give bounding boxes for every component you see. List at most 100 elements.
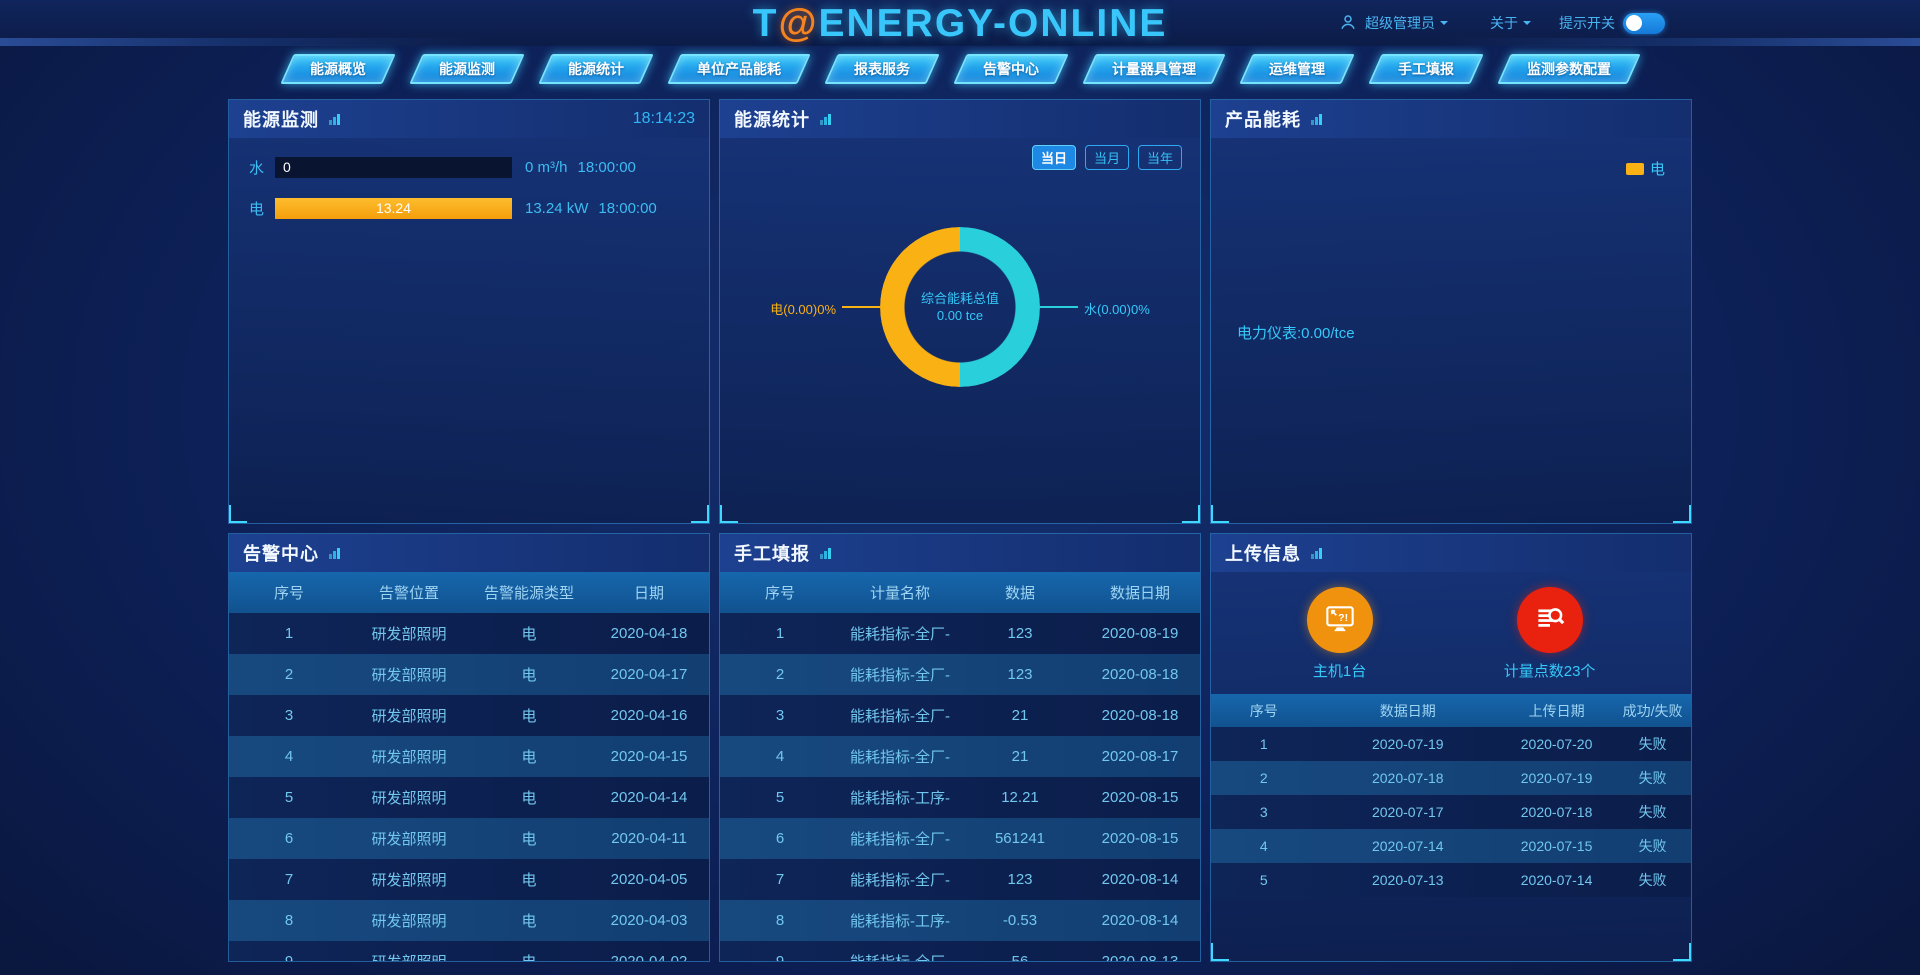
table-row: 5 2020-07-13 2020-07-14 失败 bbox=[1211, 863, 1691, 897]
nav-tab[interactable]: 告警中心 bbox=[952, 54, 1069, 84]
nav-tab-label: 能源统计 bbox=[567, 61, 624, 77]
cell-index: 6 bbox=[775, 830, 785, 847]
signal-bars-icon bbox=[819, 112, 833, 126]
cell-status: 失败 bbox=[1638, 872, 1667, 888]
cell-location: 研发部照明 bbox=[371, 749, 447, 766]
cell-meter-name: 能耗指标-全厂- bbox=[850, 626, 950, 643]
cell-upload-date: 2020-07-20 bbox=[1520, 736, 1593, 752]
table-row: 2 研发部照明 电 2020-04-17 bbox=[229, 654, 709, 695]
cell-energy-type: 电 bbox=[521, 790, 537, 807]
nav-tab[interactable]: 运维管理 bbox=[1238, 54, 1355, 84]
nav-tab-label: 计量器具管理 bbox=[1111, 61, 1196, 77]
cell-energy-type: 电 bbox=[521, 872, 537, 889]
panel-energy-stats: 能源统计 当日 当月 当年 综合能耗总值 0.00 tce 电(0.00)0% … bbox=[719, 99, 1201, 524]
table-row: 9 能耗指标-全厂- 56 2020-08-13 bbox=[720, 941, 1200, 962]
bar-fill bbox=[275, 198, 512, 219]
cell-index: 9 bbox=[284, 953, 294, 962]
cell-data-date: 2020-07-13 bbox=[1371, 872, 1444, 888]
host-count-label: 主机1台 bbox=[1312, 663, 1367, 680]
donut-chart bbox=[880, 227, 1040, 387]
donut-center-value: 0.00 tce bbox=[936, 308, 984, 323]
table-header-row: 序号 告警位置 告警能源类型 日期 bbox=[229, 572, 709, 613]
nav-tab-label: 运维管理 bbox=[1268, 61, 1325, 77]
range-tab-day[interactable]: 当日 bbox=[1031, 145, 1076, 170]
nav-tab[interactable]: 手工填报 bbox=[1367, 54, 1484, 84]
cell-index: 4 bbox=[284, 748, 294, 765]
about-menu[interactable]: 关于 bbox=[1490, 13, 1531, 33]
cell-upload-date: 2020-07-15 bbox=[1520, 838, 1593, 854]
signal-bars-icon bbox=[328, 112, 342, 126]
nav-tab-label: 能源监测 bbox=[438, 61, 495, 77]
tip-toggle-switch[interactable] bbox=[1623, 12, 1665, 34]
cell-index: 6 bbox=[284, 830, 294, 847]
host-monitor-icon: ?! bbox=[1306, 587, 1373, 653]
nav-tab-label: 能源概览 bbox=[309, 61, 366, 77]
column-header: 序号 bbox=[1249, 702, 1278, 719]
panel-energy-monitor: 能源监测 18:14:23 水 0 0 m³/h 18:00:00 电 13. bbox=[228, 99, 710, 524]
chart-legend[interactable]: 电 bbox=[1625, 158, 1665, 179]
top-header: T@ENERGY-ONLINE 超级管理员 关于 提示开关 bbox=[0, 0, 1920, 46]
range-tab-year[interactable]: 当年 bbox=[1137, 145, 1182, 170]
cell-meter-name: 能耗指标-全厂- bbox=[850, 667, 950, 684]
signal-bars-icon bbox=[1310, 112, 1324, 126]
logo-text-t: T bbox=[752, 2, 779, 45]
cell-energy-type: 电 bbox=[521, 749, 537, 766]
bar-track: 0 bbox=[275, 157, 512, 178]
panel-body: 水 0 0 m³/h 18:00:00 电 13.24 13.24 kW 18:… bbox=[229, 138, 709, 219]
cell-data-date: 2020-07-14 bbox=[1371, 838, 1444, 854]
logo-text-rest: ENERGY-ONLINE bbox=[818, 2, 1168, 45]
upload-stats: ?! 主机1台 bbox=[1211, 572, 1691, 694]
cell-energy-type: 电 bbox=[521, 913, 537, 930]
nav-tab[interactable]: 计量器具管理 bbox=[1081, 54, 1226, 84]
cell-meter-name: 能耗指标-全厂- bbox=[840, 951, 960, 961]
cell-index: 9 bbox=[775, 953, 785, 962]
donut-center-text: 综合能耗总值 0.00 tce bbox=[880, 227, 1040, 387]
nav-tab-label: 单位产品能耗 bbox=[696, 61, 781, 77]
pie-label-electric: 电(0.00)0% bbox=[770, 302, 836, 317]
meter-search-icon bbox=[1516, 587, 1583, 653]
cell-date: 2020-04-11 bbox=[611, 830, 687, 847]
bar-value-label: 13.24 bbox=[375, 200, 412, 216]
table-row: 6 研发部照明 电 2020-04-11 bbox=[229, 818, 709, 859]
nav-tab[interactable]: 报表服务 bbox=[823, 54, 940, 84]
nav-tab[interactable]: 单位产品能耗 bbox=[666, 54, 811, 84]
cell-index: 1 bbox=[1259, 736, 1268, 752]
cell-index: 2 bbox=[1259, 770, 1268, 786]
nav-tab[interactable]: 能源统计 bbox=[537, 54, 654, 84]
column-header: 上传日期 bbox=[1528, 702, 1585, 719]
pie-label-water: 水(0.00)0% bbox=[1084, 302, 1150, 317]
table-row: 9 研发部照明 电 2020-04-02 bbox=[229, 941, 709, 962]
cell-date: 2020-04-15 bbox=[610, 748, 688, 765]
user-menu[interactable]: 超级管理员 bbox=[1365, 13, 1448, 33]
chevron-down-icon bbox=[1523, 21, 1531, 29]
cell-index: 4 bbox=[1259, 838, 1268, 854]
meter-reading: 13.24 kW bbox=[525, 200, 589, 217]
cell-value: 21 bbox=[1011, 707, 1029, 724]
cell-value: -0.53 bbox=[1002, 912, 1038, 929]
cell-location: 研发部照明 bbox=[371, 790, 447, 807]
cell-value: 21 bbox=[1011, 748, 1029, 765]
cell-index: 7 bbox=[284, 871, 294, 888]
meter-time: 18:00:00 bbox=[598, 200, 657, 217]
topbar-actions: 超级管理员 关于 提示开关 bbox=[1339, 0, 1665, 46]
cell-upload-date: 2020-07-19 bbox=[1520, 770, 1593, 786]
svg-text:?!: ?! bbox=[1338, 612, 1348, 624]
cell-energy-type: 电 bbox=[521, 626, 537, 643]
nav-tab[interactable]: 监测参数配置 bbox=[1496, 54, 1641, 84]
user-icon bbox=[1339, 13, 1357, 34]
cell-index: 3 bbox=[284, 707, 294, 724]
column-header: 数据 bbox=[1004, 585, 1035, 602]
toggle-knob bbox=[1626, 15, 1642, 31]
nav-tab[interactable]: 能源监测 bbox=[408, 54, 525, 84]
table-row: 4 能耗指标-全厂- 21 2020-08-17 bbox=[720, 736, 1200, 777]
nav-tab-label: 手工填报 bbox=[1397, 61, 1454, 77]
cell-index: 5 bbox=[284, 789, 294, 806]
range-tab-month[interactable]: 当月 bbox=[1084, 145, 1129, 170]
column-header: 序号 bbox=[764, 585, 795, 602]
cell-status: 失败 bbox=[1638, 804, 1667, 820]
column-header: 数据日期 bbox=[1109, 585, 1170, 602]
nav-tab[interactable]: 能源概览 bbox=[279, 54, 396, 84]
cell-location: 研发部照明 bbox=[371, 872, 447, 889]
pie-label-line-electric bbox=[842, 306, 880, 308]
chevron-down-icon bbox=[1440, 21, 1448, 29]
